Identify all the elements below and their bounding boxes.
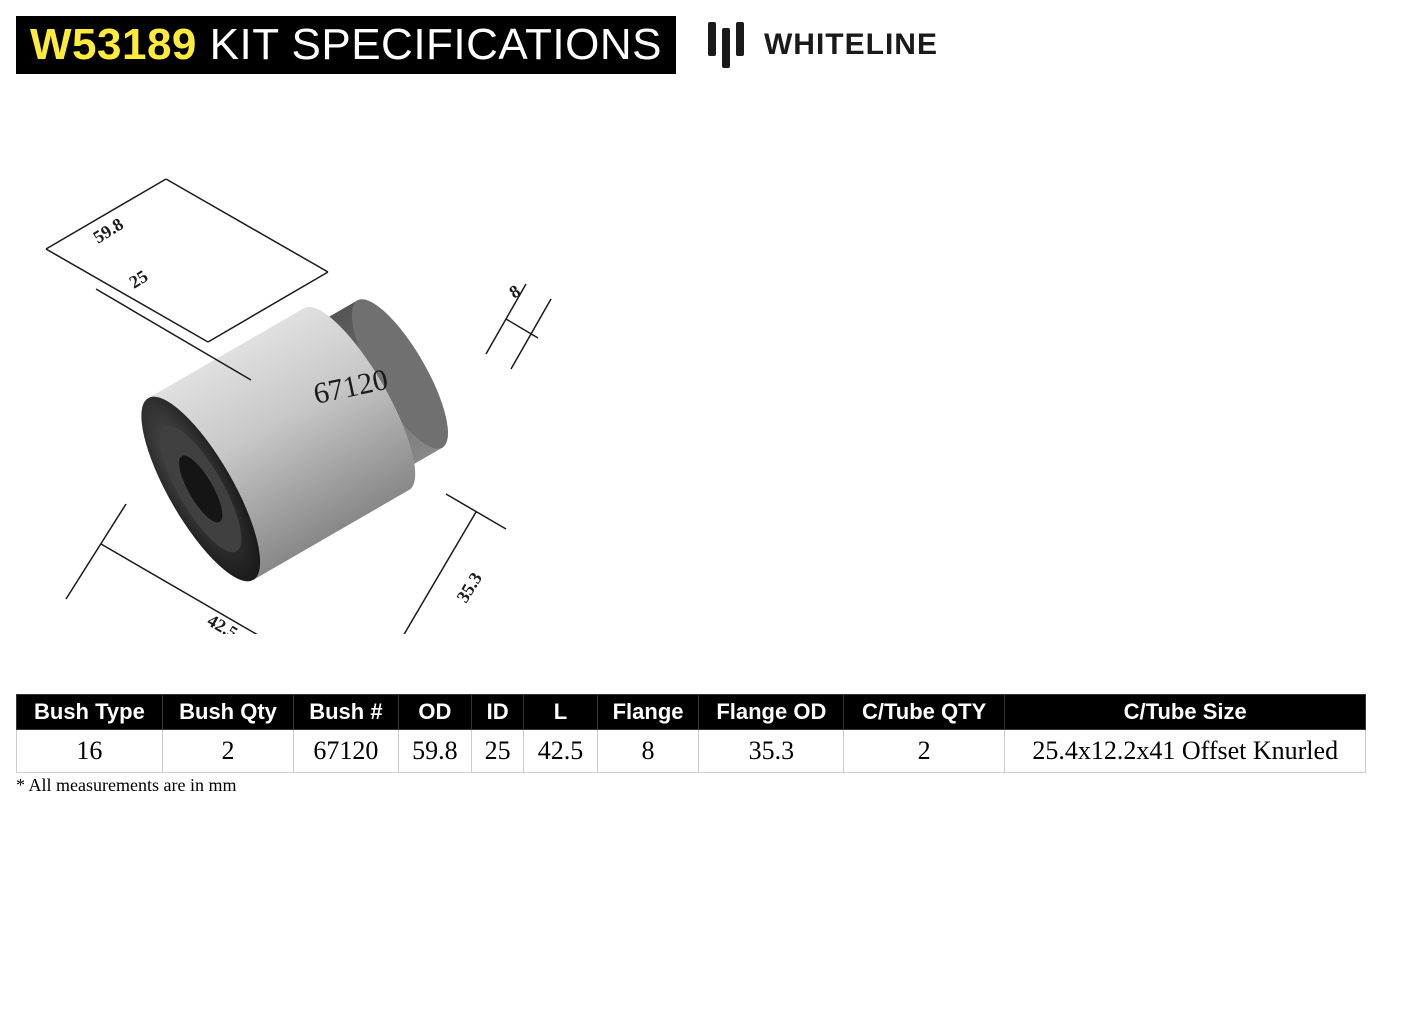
table-header-row: Bush Type Bush Qty Bush # OD ID L Flange… [17, 695, 1366, 730]
spec-table: Bush Type Bush Qty Bush # OD ID L Flange… [16, 694, 1366, 773]
bushing-diagram: 59.8 25 42.5 8 35.3 67120 [16, 134, 576, 634]
whiteline-icon [700, 18, 754, 72]
cell-l: 42.5 [524, 730, 598, 773]
cell-ctube-size: 25.4x12.2x41 Offset Knurled [1004, 730, 1365, 773]
th-flange-od: Flange OD [699, 695, 844, 730]
th-od: OD [398, 695, 472, 730]
header-row: W53189 KIT SPECIFICATIONS WHITELINE [16, 16, 1394, 74]
cell-ctube-qty: 2 [844, 730, 1005, 773]
title-box: W53189 KIT SPECIFICATIONS [16, 16, 676, 74]
footnote: * All measurements are in mm [16, 775, 1394, 796]
th-bush-qty: Bush Qty [162, 695, 293, 730]
th-ctube-qty: C/Tube QTY [844, 695, 1005, 730]
th-bush-num: Bush # [294, 695, 398, 730]
dim-od: 59.8 [90, 214, 127, 248]
title-part-number: W53189 [30, 20, 197, 69]
cell-id: 25 [472, 730, 524, 773]
th-l: L [524, 695, 598, 730]
cell-flange-od: 35.3 [699, 730, 844, 773]
brand-logo: WHITELINE [700, 18, 938, 72]
dim-id: 25 [126, 266, 152, 292]
cell-bush-qty: 2 [162, 730, 293, 773]
title-suffix: KIT SPECIFICATIONS [210, 20, 662, 69]
brand-name: WHITELINE [764, 28, 938, 62]
th-id: ID [472, 695, 524, 730]
th-bush-type: Bush Type [17, 695, 163, 730]
cell-od: 59.8 [398, 730, 472, 773]
table-row: 16 2 67120 59.8 25 42.5 8 35.3 2 25.4x12… [17, 730, 1366, 773]
th-ctube-size: C/Tube Size [1004, 695, 1365, 730]
cell-flange: 8 [597, 730, 699, 773]
dim-flange-od: 35.3 [452, 569, 486, 606]
cell-bush-type: 16 [17, 730, 163, 773]
cell-bush-num: 67120 [294, 730, 398, 773]
th-flange: Flange [597, 695, 699, 730]
